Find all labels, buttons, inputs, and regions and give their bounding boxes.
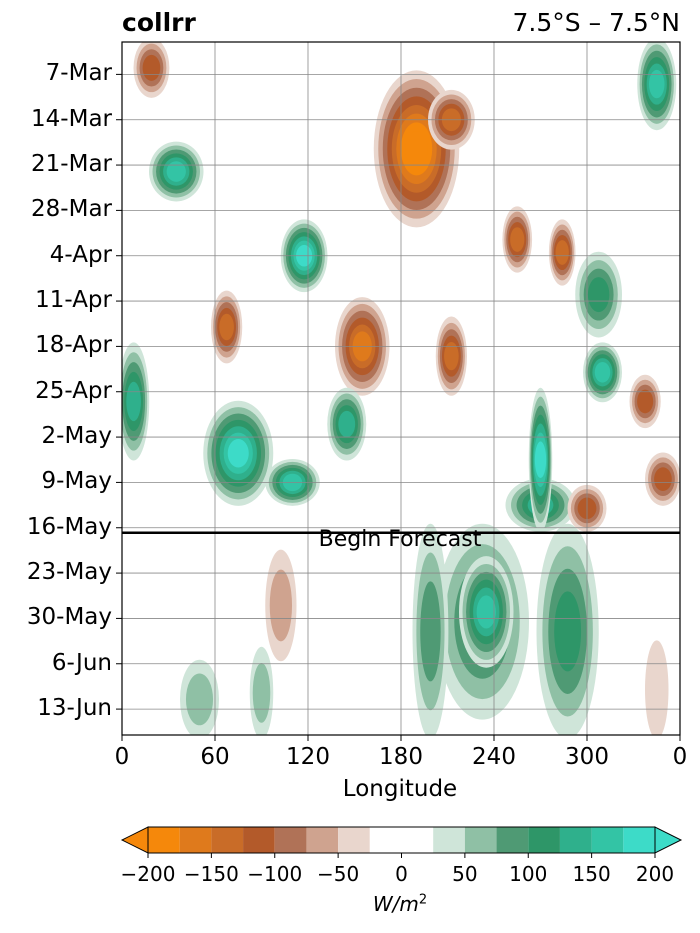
x-tick-label-1: 60 — [200, 744, 230, 770]
contour-25-level-3 — [587, 277, 610, 313]
y-tick-label-11: 23-May — [26, 559, 112, 586]
chart-title-right: 7.5°S – 7.5°N — [512, 8, 680, 37]
y-tick-label-8: 2-May — [41, 423, 112, 450]
contour-field — [122, 42, 680, 735]
x-tick-label-4: 240 — [472, 744, 516, 770]
contour-20-level-6 — [534, 441, 547, 479]
axis-ticks — [116, 73, 681, 741]
colorbar-segment-2 — [211, 827, 244, 853]
y-tick-label-5: 11-Apr — [35, 287, 112, 314]
colorbar-segment-9 — [464, 827, 497, 853]
contour-21-level-5 — [594, 362, 611, 383]
colorbar-tick-label-2: −100 — [247, 862, 303, 886]
contour-19-level-3 — [654, 467, 672, 492]
colorbar — [120, 826, 683, 858]
colorbar-label-base: W/m — [372, 892, 419, 916]
x-tick-label-3: 180 — [379, 744, 423, 770]
colorbar-tick-label-6: 100 — [509, 862, 548, 886]
y-tick-label-3: 28-Mar — [31, 196, 112, 223]
colorbar-tick-label-5: 50 — [452, 862, 478, 886]
contour-3-level-6 — [227, 439, 249, 468]
colorbar-extend-low — [120, 826, 149, 854]
colorbar-extend-high — [654, 826, 683, 854]
x-tick-label-2: 120 — [286, 744, 330, 770]
colorbar-tick-label-0: −200 — [120, 862, 176, 886]
y-tick-label-7: 25-Apr — [35, 377, 112, 404]
contour-12-level-4 — [444, 341, 459, 371]
y-tick-label-9: 9-May — [41, 468, 112, 495]
y-tick-label-4: 4-Apr — [49, 241, 112, 268]
y-tick-label-13: 6-Jun — [51, 649, 112, 676]
colorbar-label: W/m2 — [373, 892, 427, 916]
colorbar-segment-11 — [528, 827, 560, 853]
colorbar-segment-7 — [369, 827, 434, 853]
contour-17-level-3 — [142, 54, 161, 81]
x-axis-label: Longitude — [342, 776, 458, 802]
colorbar-segment-12 — [559, 827, 592, 853]
colorbar-segment-5 — [306, 827, 339, 853]
colorbar-tick-label-7: 150 — [572, 862, 611, 886]
x-tick-label-5: 300 — [565, 744, 609, 770]
colorbar-segment-6 — [338, 827, 370, 853]
y-tick-label-12: 30-May — [26, 604, 112, 631]
colorbar-tick-label-3: −50 — [317, 862, 360, 886]
colorbar-segment-13 — [591, 827, 624, 853]
contour-10-level-2 — [420, 581, 441, 682]
colorbar-segment-4 — [274, 827, 307, 853]
contour-8-level-5 — [476, 595, 496, 629]
contour-0-level-7 — [405, 131, 428, 167]
contour-6-level-5 — [166, 161, 186, 182]
contour-29-level-0 — [645, 640, 669, 735]
colorbar-label-exponent: 2 — [418, 892, 428, 908]
contour-22-level-5 — [648, 69, 665, 99]
colorbar-tick-label-8: 200 — [635, 862, 675, 886]
y-tick-label-1: 14-Mar — [31, 105, 112, 132]
chart-title-left: collrr — [122, 8, 196, 37]
colorbar-tick-label-4: 0 — [395, 862, 408, 886]
forecast-label: Begin Forecast — [318, 527, 482, 552]
contour-27-level-1 — [252, 662, 271, 723]
colorbar-segment-3 — [243, 827, 275, 853]
contour-15-level-4 — [555, 240, 569, 265]
y-tick-label-2: 21-Mar — [31, 151, 112, 178]
colorbar-segment-10 — [496, 827, 529, 853]
colorbar-segment-0 — [148, 827, 180, 853]
y-tick-label-0: 7-Mar — [45, 60, 112, 87]
y-tick-label-10: 16-May — [26, 513, 112, 540]
contour-9-level-3 — [554, 591, 582, 672]
x-tick-label-0: 0 — [114, 744, 130, 770]
y-tick-label-14: 13-Jun — [37, 695, 112, 722]
contour-28-level-1 — [185, 673, 214, 726]
contour-13-level-4 — [219, 313, 234, 341]
x-tick-label-6: 0 — [672, 744, 688, 770]
colorbar-segment-14 — [623, 827, 655, 853]
contour-24-level-4 — [338, 410, 356, 438]
colorbar-segment-8 — [433, 827, 465, 853]
y-tick-label-6: 18-Apr — [35, 332, 112, 359]
contour-23-level-4 — [126, 381, 141, 422]
contour-26-level-1 — [269, 569, 293, 642]
colorbar-tick-label-1: −150 — [183, 862, 239, 886]
contour-14-level-3 — [637, 389, 654, 414]
colorbar-segment-1 — [179, 827, 212, 853]
contour-16-level-4 — [510, 227, 525, 252]
